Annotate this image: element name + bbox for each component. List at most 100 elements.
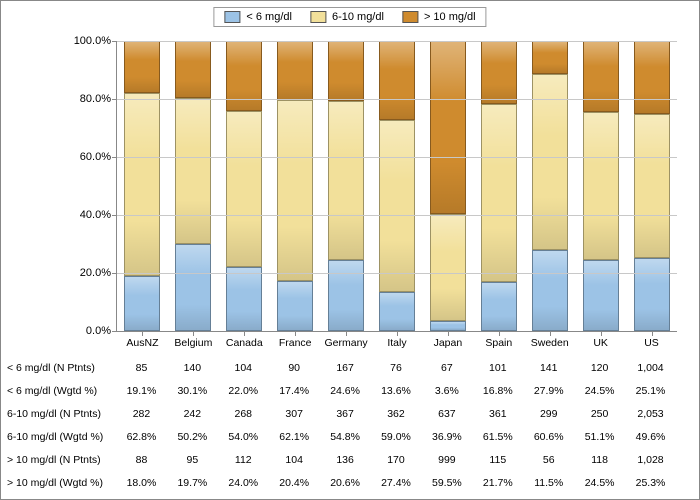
table-row: < 6 mg/dl (N Ptnts)851401049016776671011… (1, 356, 700, 379)
bar-segment-r610 (583, 112, 619, 260)
row-cells: 851401049016776671011411201,004 (116, 362, 676, 374)
row-cells: 19.1%30.1%22.0%17.4%24.6%13.6%3.6%16.8%2… (116, 385, 676, 397)
table-cell: 282 (123, 408, 159, 420)
row-cells: 18.0%19.7%24.0%20.4%20.6%27.4%59.5%21.7%… (116, 477, 676, 489)
row-header: < 6 mg/dl (Wgtd %) (1, 385, 116, 397)
bar-column: Spain (481, 41, 517, 331)
y-tick-mark (112, 41, 117, 42)
x-tick-mark (397, 331, 398, 336)
x-tick-label: Italy (387, 337, 406, 349)
bar-column: UK (583, 41, 619, 331)
bar-column: AusNZ (124, 41, 160, 331)
x-tick-label: Belgium (174, 337, 212, 349)
x-tick-mark (295, 331, 296, 336)
x-tick-mark (193, 331, 194, 336)
x-tick-label: Japan (434, 337, 463, 349)
table-cell: 104 (225, 362, 261, 374)
bar-stack (634, 41, 670, 331)
table-cell: 170 (378, 454, 414, 466)
table-cell: 367 (327, 408, 363, 420)
bar-column: US (634, 41, 670, 331)
table-cell: 24.0% (225, 477, 261, 489)
bar-segment-lt6 (430, 321, 466, 331)
x-tick-label: Canada (226, 337, 263, 349)
data-table: < 6 mg/dl (N Ptnts)851401049016776671011… (1, 356, 700, 494)
bar-stack (583, 41, 619, 331)
bar-segment-gt10 (124, 41, 160, 93)
x-tick-mark (499, 331, 500, 336)
table-cell: 25.1% (633, 385, 669, 397)
legend-swatch-gt10 (402, 11, 418, 23)
bar-segment-r610 (175, 98, 211, 244)
bar-segment-lt6 (634, 258, 670, 331)
table-cell: 27.4% (378, 477, 414, 489)
y-tick-mark (112, 99, 117, 100)
legend: < 6 mg/dl6-10 mg/dl> 10 mg/dl (213, 7, 486, 27)
bar-segment-gt10 (532, 41, 568, 74)
bar-segment-gt10 (226, 41, 262, 111)
table-cell: 61.5% (480, 431, 516, 443)
table-cell: 56 (531, 454, 567, 466)
table-cell: 1,028 (633, 454, 669, 466)
table-cell: 20.6% (327, 477, 363, 489)
x-tick-mark (550, 331, 551, 336)
bar-segment-lt6 (379, 292, 415, 331)
table-cell: 59.0% (378, 431, 414, 443)
bar-stack (481, 41, 517, 331)
bar-segment-lt6 (124, 276, 160, 331)
table-cell: 85 (123, 362, 159, 374)
y-tick-mark (112, 215, 117, 216)
legend-swatch-r610 (310, 11, 326, 23)
bar-segment-r610 (430, 214, 466, 321)
table-cell: 101 (480, 362, 516, 374)
bar-segment-r610 (328, 101, 364, 260)
table-cell: 90 (276, 362, 312, 374)
table-cell: 17.4% (276, 385, 312, 397)
bar-segment-r610 (226, 111, 262, 268)
table-cell: 13.6% (378, 385, 414, 397)
bar-segment-r610 (277, 100, 313, 280)
bar-stack (124, 41, 160, 331)
table-cell: 118 (582, 454, 618, 466)
table-row: 6-10 mg/dl (Wgtd %)62.8%50.2%54.0%62.1%5… (1, 425, 700, 448)
table-cell: 361 (480, 408, 516, 420)
table-cell: 19.7% (174, 477, 210, 489)
table-cell: 136 (327, 454, 363, 466)
bar-segment-lt6 (175, 244, 211, 331)
bar-stack (226, 41, 262, 331)
table-cell: 76 (378, 362, 414, 374)
bar-column: Belgium (175, 41, 211, 331)
table-cell: 22.0% (225, 385, 261, 397)
table-cell: 3.6% (429, 385, 465, 397)
table-cell: 54.0% (225, 431, 261, 443)
bar-stack (175, 41, 211, 331)
gridline (117, 41, 677, 42)
legend-swatch-lt6 (224, 11, 240, 23)
y-tick-label: 40.0% (80, 209, 111, 221)
bar-segment-gt10 (175, 41, 211, 98)
row-cells: 2822422683073673626373612992502,053 (116, 408, 676, 420)
table-row: > 10 mg/dl (Wgtd %)18.0%19.7%24.0%20.4%2… (1, 471, 700, 494)
table-cell: 24.6% (327, 385, 363, 397)
table-cell: 88 (123, 454, 159, 466)
legend-label-r610: 6-10 mg/dl (332, 11, 384, 23)
table-cell: 50.2% (174, 431, 210, 443)
bar-column: France (277, 41, 313, 331)
y-tick-label: 80.0% (80, 93, 111, 105)
legend-item-r610: 6-10 mg/dl (310, 11, 384, 23)
bar-segment-r610 (634, 114, 670, 258)
table-row: > 10 mg/dl (N Ptnts)88951121041361709991… (1, 448, 700, 471)
x-tick-label: UK (593, 337, 608, 349)
x-tick-mark (601, 331, 602, 336)
table-cell: 62.1% (276, 431, 312, 443)
chart-frame: < 6 mg/dl6-10 mg/dl> 10 mg/dl AusNZBelgi… (0, 0, 700, 500)
legend-item-lt6: < 6 mg/dl (224, 11, 292, 23)
row-header: 6-10 mg/dl (Wgtd %) (1, 431, 116, 443)
table-cell: 36.9% (429, 431, 465, 443)
x-tick-label: Germany (324, 337, 367, 349)
table-cell: 49.6% (633, 431, 669, 443)
x-tick-label: Sweden (531, 337, 569, 349)
table-cell: 25.3% (633, 477, 669, 489)
bar-segment-r610 (379, 120, 415, 291)
table-cell: 24.5% (582, 477, 618, 489)
